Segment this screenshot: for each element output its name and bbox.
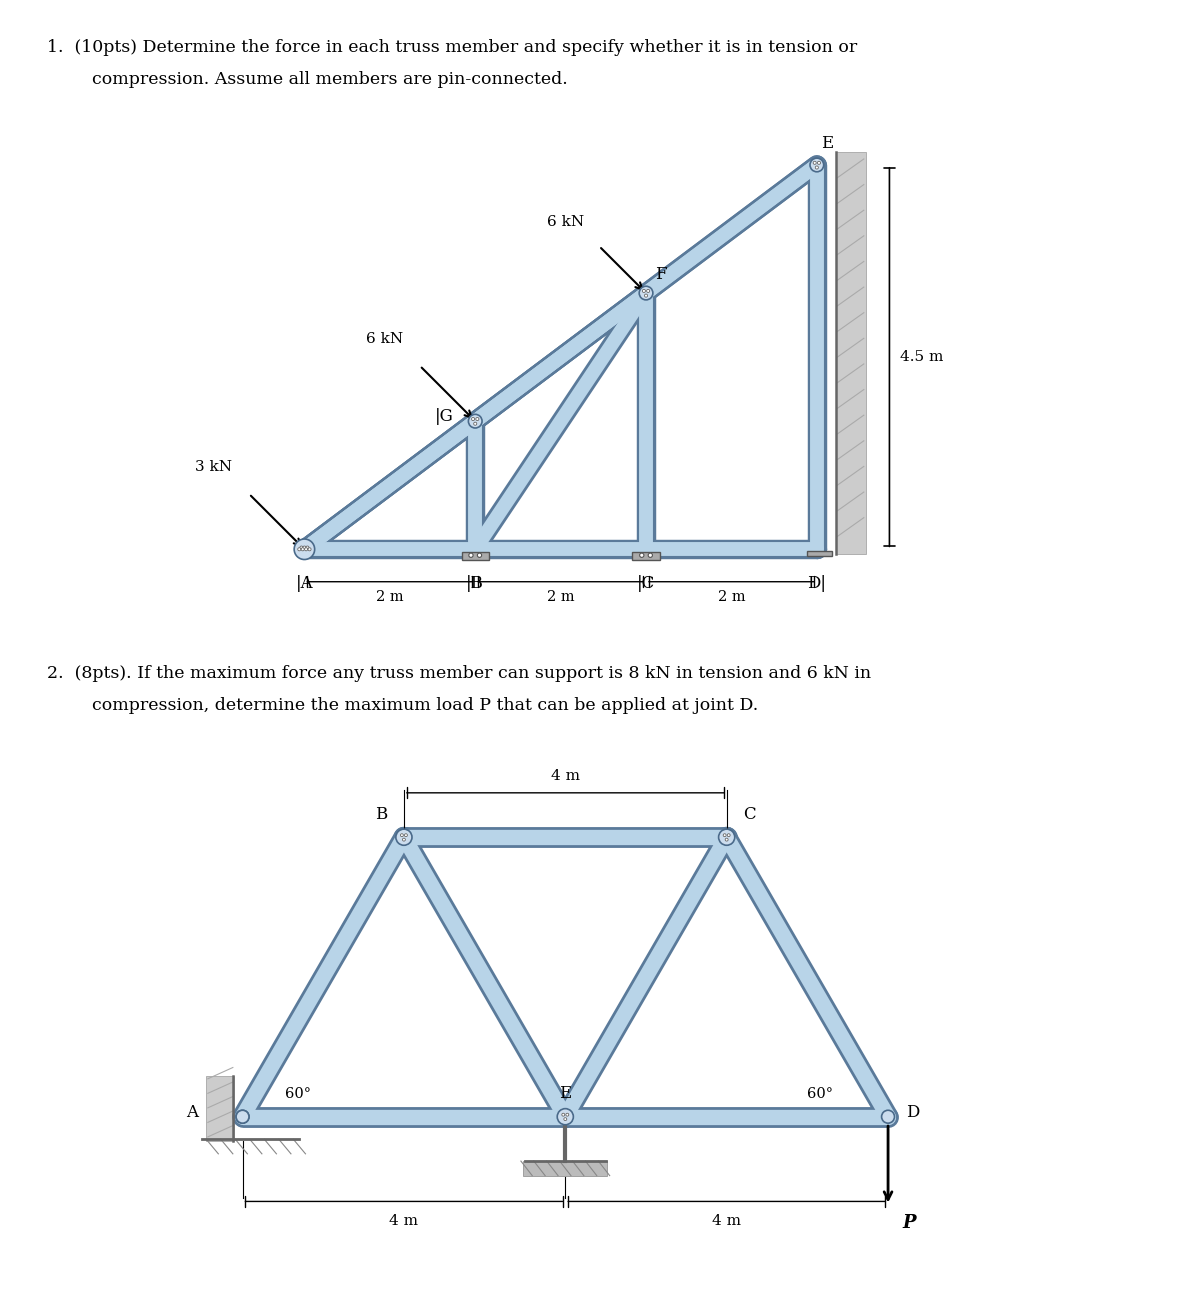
Bar [523, 1161, 607, 1176]
Circle shape [562, 1113, 565, 1117]
Circle shape [304, 547, 308, 551]
Circle shape [469, 553, 473, 558]
Circle shape [558, 1109, 573, 1124]
Circle shape [404, 834, 408, 837]
Circle shape [725, 838, 729, 840]
Text: 4.5 m: 4.5 m [900, 350, 943, 364]
Text: |B: |B [466, 574, 485, 591]
Text: 2 m: 2 m [547, 590, 574, 604]
Text: 2.  (8pts). If the maximum force any truss member can support is 8 kN in tension: 2. (8pts). If the maximum force any trus… [47, 665, 871, 682]
Circle shape [723, 834, 726, 837]
Text: 3 kN: 3 kN [195, 460, 232, 474]
Bar [632, 551, 660, 560]
Circle shape [474, 422, 476, 425]
Text: C: C [743, 806, 756, 822]
Circle shape [639, 287, 653, 300]
Circle shape [816, 167, 818, 169]
Circle shape [727, 834, 730, 837]
Circle shape [640, 553, 644, 558]
Circle shape [646, 289, 650, 293]
Circle shape [882, 1110, 895, 1123]
Circle shape [299, 546, 303, 549]
Text: 4 m: 4 m [389, 1214, 419, 1228]
Circle shape [295, 540, 315, 559]
Bar [206, 1077, 235, 1141]
Circle shape [810, 158, 824, 172]
Circle shape [643, 289, 645, 293]
Circle shape [472, 417, 475, 421]
Text: compression, determine the maximum load P that can be applied at joint D.: compression, determine the maximum load … [92, 697, 758, 714]
Text: 6 kN: 6 kN [547, 216, 585, 229]
Circle shape [476, 417, 479, 421]
Text: D: D [905, 1104, 920, 1121]
Bar [461, 551, 489, 560]
Text: E: E [821, 136, 834, 152]
Circle shape [236, 1110, 249, 1123]
Circle shape [566, 1113, 568, 1117]
Text: F: F [654, 266, 666, 283]
Circle shape [305, 546, 309, 549]
Circle shape [236, 1110, 249, 1123]
Text: 2 m: 2 m [718, 590, 745, 604]
Text: |G: |G [435, 408, 454, 426]
Text: A: A [186, 1104, 198, 1121]
Text: 4 m: 4 m [551, 769, 580, 784]
Text: |C: |C [637, 574, 656, 591]
Circle shape [402, 838, 406, 840]
Text: 1.  (10pts) Determine the force in each truss member and specify whether it is i: 1. (10pts) Determine the force in each t… [47, 39, 857, 56]
Text: 60°: 60° [808, 1087, 834, 1100]
Circle shape [648, 553, 652, 558]
Circle shape [303, 546, 307, 549]
Text: |A: |A [296, 574, 314, 591]
Text: 2 m: 2 m [376, 590, 403, 604]
Circle shape [298, 547, 301, 551]
Circle shape [468, 414, 482, 429]
Circle shape [817, 161, 821, 164]
Circle shape [301, 547, 304, 551]
Bar [806, 551, 832, 556]
Text: B: B [376, 806, 388, 822]
Bar [836, 152, 865, 554]
Circle shape [396, 829, 411, 846]
Text: 60°: 60° [284, 1087, 310, 1100]
Circle shape [477, 553, 482, 558]
Circle shape [814, 161, 816, 164]
Circle shape [308, 547, 311, 551]
Text: 6 kN: 6 kN [365, 332, 403, 346]
Circle shape [718, 829, 735, 846]
Text: E: E [559, 1086, 572, 1103]
Text: P: P [903, 1214, 916, 1232]
Text: 4 m: 4 m [712, 1214, 742, 1228]
Text: compression. Assume all members are pin-connected.: compression. Assume all members are pin-… [92, 71, 568, 88]
Circle shape [401, 834, 403, 837]
Circle shape [645, 294, 647, 297]
Text: D|: D| [808, 574, 826, 591]
Circle shape [564, 1118, 567, 1121]
